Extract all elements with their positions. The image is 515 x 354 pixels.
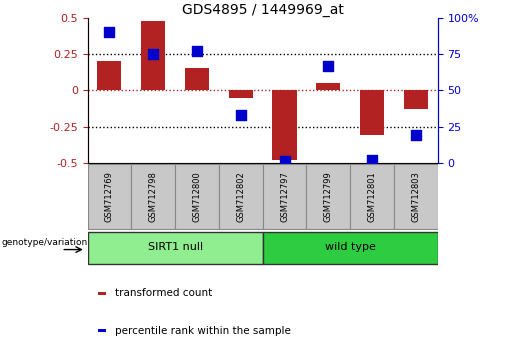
Bar <box>272 90 297 160</box>
Title: GDS4895 / 1449969_at: GDS4895 / 1449969_at <box>182 3 344 17</box>
Text: GSM712800: GSM712800 <box>193 171 201 222</box>
Point <box>368 157 376 163</box>
Bar <box>316 83 340 90</box>
Bar <box>350 164 394 229</box>
Bar <box>360 90 384 135</box>
Bar <box>263 164 306 229</box>
Bar <box>88 164 131 229</box>
Bar <box>229 90 253 97</box>
Text: GSM712769: GSM712769 <box>105 171 114 222</box>
Bar <box>98 292 106 295</box>
Bar <box>306 164 350 229</box>
Text: GSM712798: GSM712798 <box>149 171 158 222</box>
Text: SIRT1 null: SIRT1 null <box>147 242 203 252</box>
Point <box>324 63 333 68</box>
Text: GSM712799: GSM712799 <box>324 171 333 222</box>
Text: transformed count: transformed count <box>115 289 212 298</box>
Bar <box>131 164 175 229</box>
Text: GSM712797: GSM712797 <box>280 171 289 222</box>
Bar <box>219 164 263 229</box>
Bar <box>98 329 106 332</box>
Point <box>280 159 288 164</box>
Text: GSM712803: GSM712803 <box>411 171 420 222</box>
Text: percentile rank within the sample: percentile rank within the sample <box>115 326 291 336</box>
Text: GSM712802: GSM712802 <box>236 171 245 222</box>
Bar <box>175 164 219 229</box>
Point <box>193 48 201 54</box>
Bar <box>263 232 438 264</box>
Text: GSM712801: GSM712801 <box>368 171 376 222</box>
Bar <box>185 68 209 90</box>
Bar <box>141 21 165 90</box>
Bar <box>394 164 438 229</box>
Text: genotype/variation: genotype/variation <box>2 238 88 247</box>
Point <box>149 51 158 57</box>
Bar <box>97 61 122 90</box>
Bar <box>88 232 263 264</box>
Text: wild type: wild type <box>325 242 375 252</box>
Point <box>412 132 420 138</box>
Bar <box>404 90 428 109</box>
Point <box>106 29 114 35</box>
Point <box>236 112 245 118</box>
